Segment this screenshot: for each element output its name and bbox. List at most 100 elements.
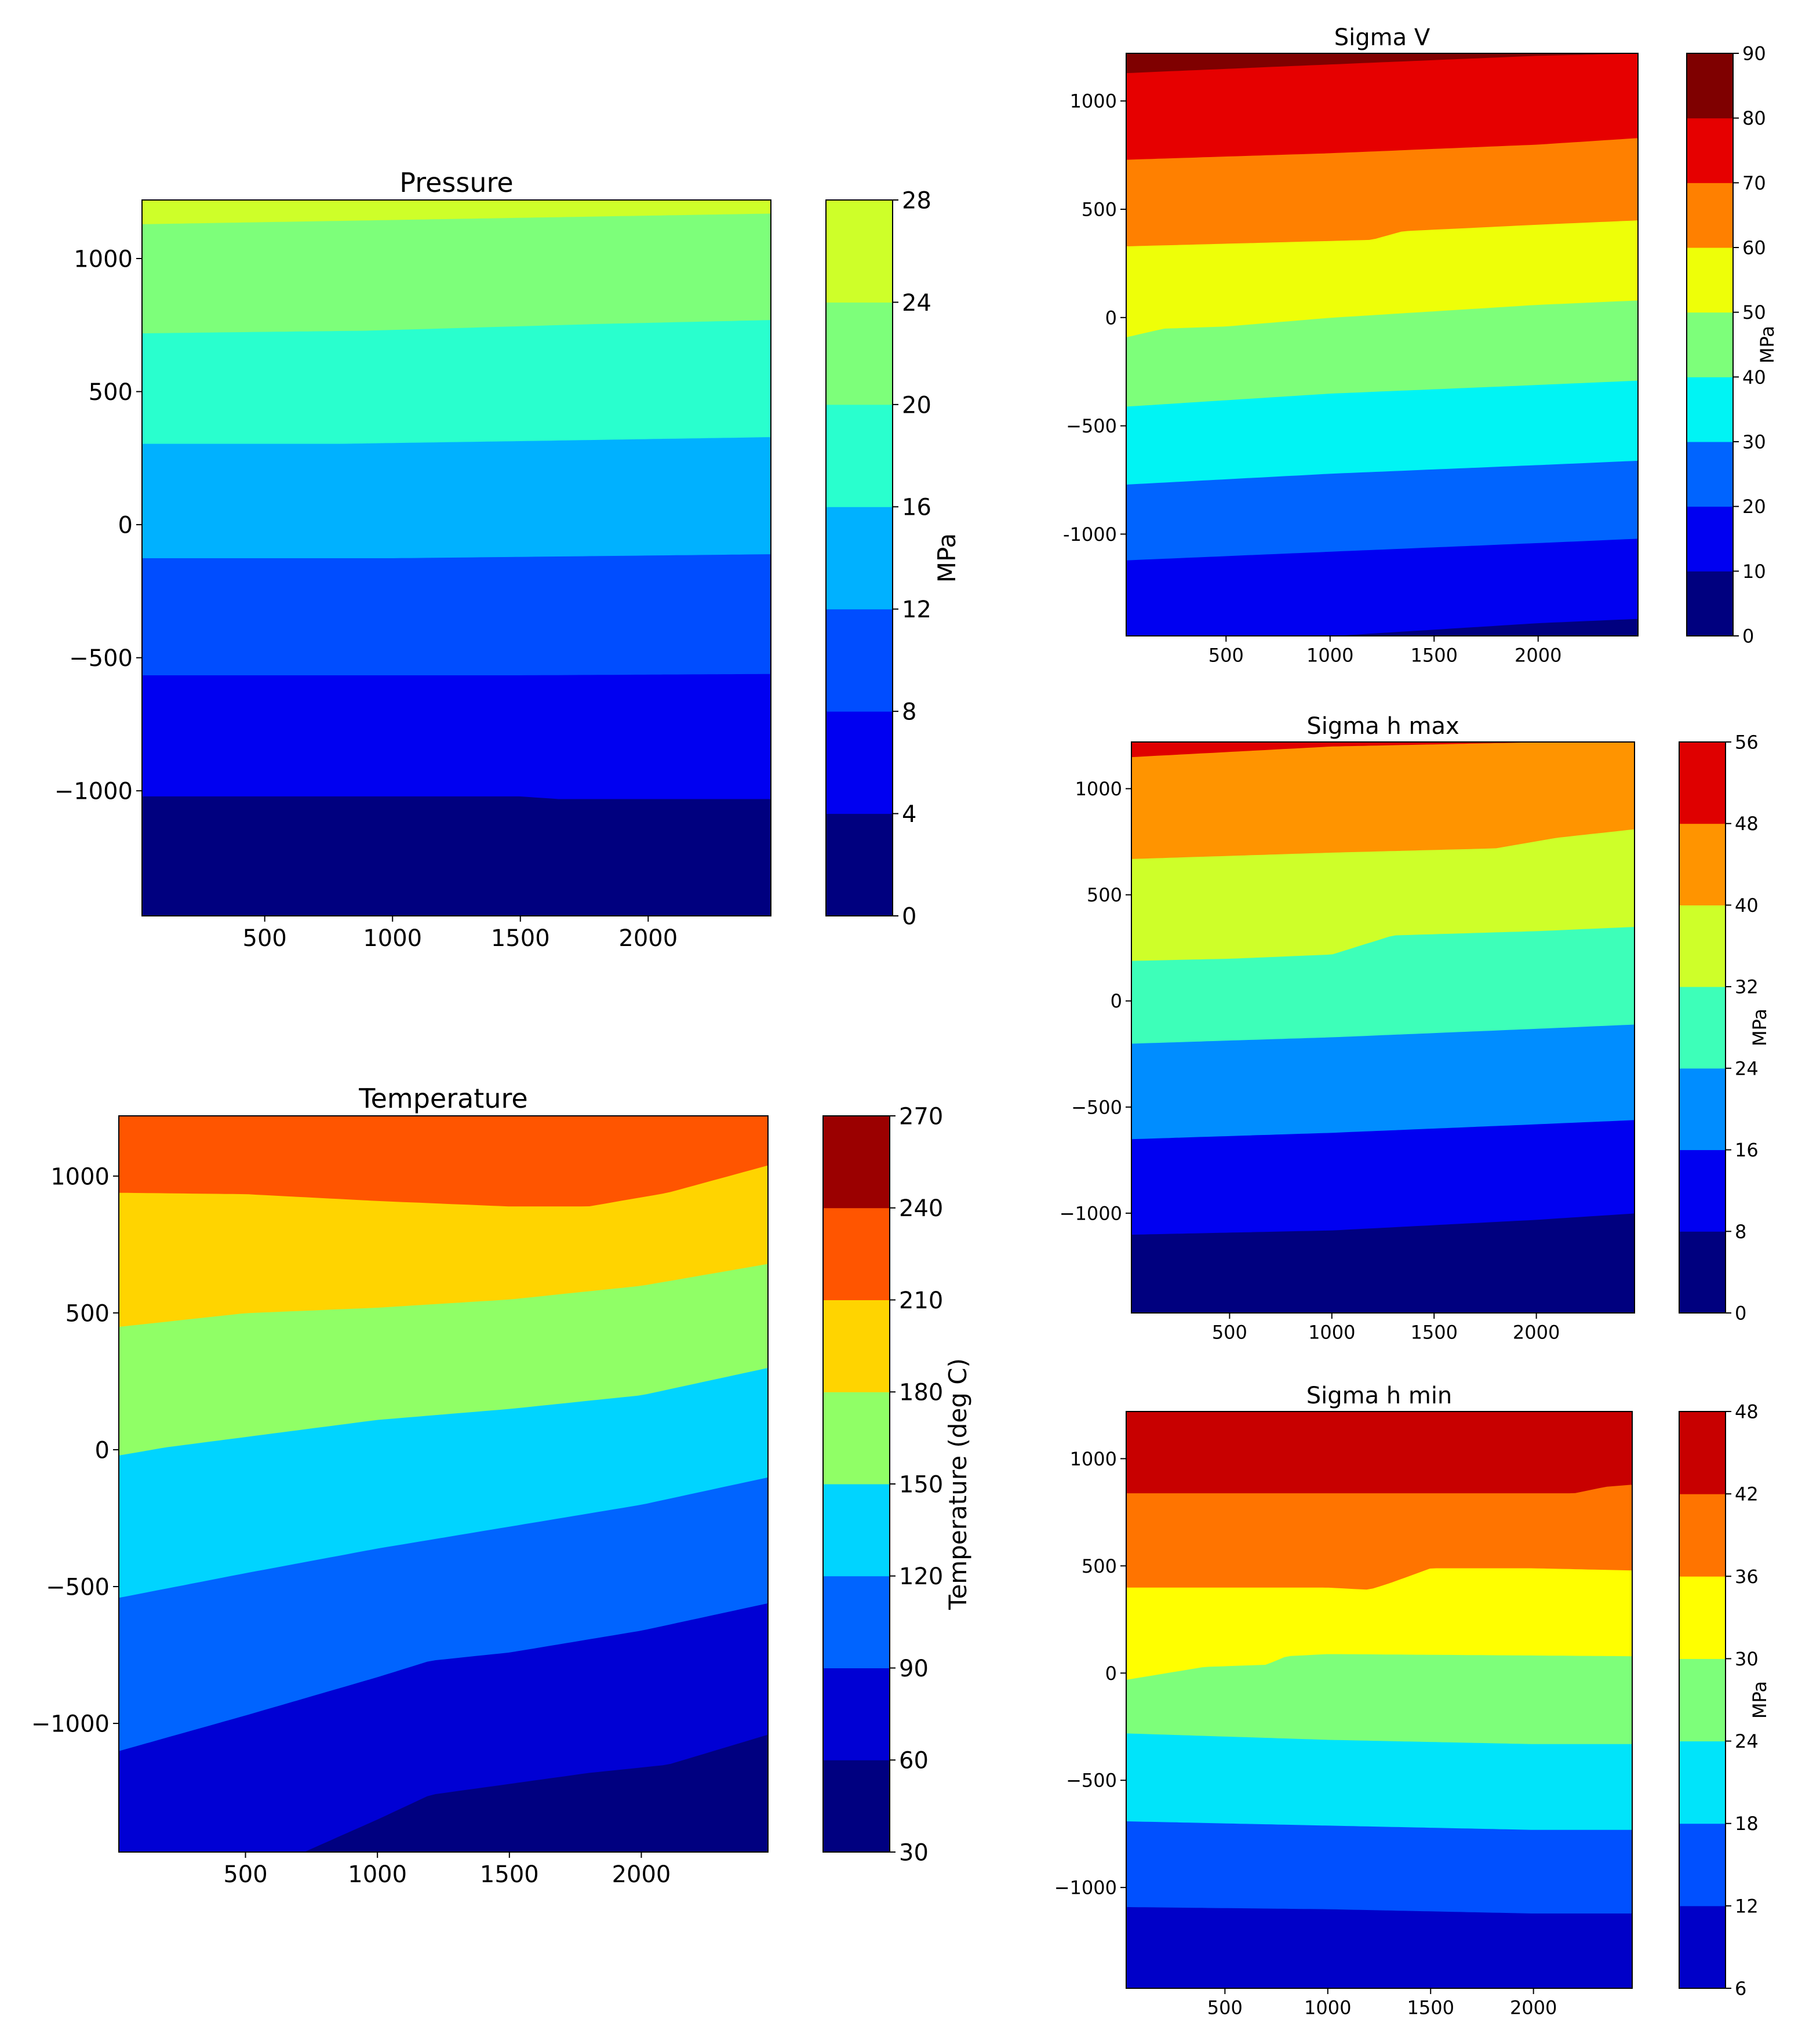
y-tick-label: 500 [1082,199,1117,221]
y-tick-label: −500 [1066,1770,1117,1792]
contour-band [142,795,771,916]
plot-area [1126,53,1638,636]
colorbar-tick-label: 90 [899,1656,929,1682]
colorbar-tick-label: 12 [902,596,931,623]
colorbar-tick-label: 24 [1735,1730,1759,1752]
plot-frame [141,199,771,916]
colorbar-frame [825,199,893,916]
colorbar-tick-label: 40 [1742,366,1766,388]
colorbar-label: MPa [933,533,961,583]
x-tick-label: 500 [243,925,287,952]
y-tick-label: 500 [1087,884,1122,906]
x-tick-label: 2000 [1510,1996,1557,2018]
x-tick-label: 1000 [1308,1321,1355,1343]
y-tick-label: 500 [89,379,133,406]
chart-title: Sigma h max [1306,713,1459,740]
colorbar-tick-label: 20 [1742,496,1766,518]
colorbar-swatch [1679,1576,1726,1659]
y-tick-label: −1000 [1060,1202,1122,1224]
chart-title: Temperature [358,1083,527,1114]
sigma-h-min-chart: Sigma h min 500 1000 1500 2000 −1000 −500 0 500 1… [1054,1383,1771,2018]
colorbar-tick-label: 0 [902,903,916,930]
colorbar-swatch [1687,248,1733,313]
colorbar-swatch [826,302,893,405]
colorbar-tick-label: 16 [1735,1139,1759,1161]
plot-area [1131,742,1635,1313]
colorbar-swatch [1687,571,1733,636]
colorbar-frame [1679,741,1726,1314]
colorbar-swatch [823,1392,890,1485]
colorbar-tick-label: 90 [1742,43,1766,65]
colorbar-tick-label: 18 [1735,1813,1759,1835]
colorbar-swatch [823,1207,890,1300]
y-tick-label: -1000 [1063,523,1117,545]
colorbar-tick-label: 48 [1735,1401,1759,1423]
colorbar-label: MPa [1749,1009,1771,1046]
colorbar-swatch [823,1484,890,1577]
colorbar-swatch [1687,442,1733,507]
colorbar-swatch [1687,53,1733,119]
colorbar-swatch [826,507,893,610]
contour-band [1131,1119,1635,1235]
y-tick-label: 1000 [1070,1448,1117,1470]
x-tick-label: 500 [1207,1996,1243,2018]
colorbar-tick-label: 16 [902,494,931,521]
chart-title: Pressure [399,167,513,198]
colorbar-tick-label: 12 [1735,1895,1759,1917]
y-tick-label: 500 [1082,1555,1117,1577]
colorbar-swatch [823,1300,890,1392]
colorbar-swatch [826,404,893,507]
colorbar-tick-label: 50 [1742,301,1766,323]
y-tick-label: −500 [1071,1096,1122,1118]
colorbar-swatch [1679,742,1726,824]
colorbar-tick-label: 36 [1735,1566,1759,1588]
y-tick-label: 0 [118,512,133,539]
contour-band [1126,618,1638,636]
x-tick-label: 1500 [1407,1996,1454,2018]
contour-band [142,213,771,334]
colorbar-tick-label: 0 [1735,1303,1746,1325]
x-tick-label: 2000 [612,1861,671,1888]
x-tick-label: 1500 [480,1861,539,1888]
contour-band [119,1116,768,1207]
temperature-chart: Temperature 500 1000 1500 2000 −1000 −500 0 500 1… [31,1083,972,1888]
x-tick-label: 2000 [1515,644,1561,666]
plot-frame [1126,53,1639,636]
x-tick-label: 500 [223,1861,267,1888]
x-tick-label: 1500 [1410,1321,1457,1343]
colorbar-tick-label: 80 [1742,107,1766,129]
colorbar-swatch [1687,183,1733,248]
y-tick-label: 0 [1111,990,1122,1012]
contour-band [1131,1024,1635,1140]
colorbar-tick-label: 20 [902,392,931,419]
colorbar-swatch [1687,118,1733,183]
colorbar-frame [1679,1411,1726,1989]
y-tick-label: 0 [1105,307,1117,329]
colorbar-swatch [1679,1231,1726,1314]
colorbar-swatch [823,1116,890,1209]
y-tick-label: −1000 [54,778,133,805]
colorbar-swatch [1679,1905,1726,1989]
colorbar-tick-label: 0 [1742,625,1754,647]
x-tick-label: 1000 [1304,1996,1351,2018]
colorbar-swatch [826,711,893,814]
colorbar-swatch [1679,987,1726,1069]
colorbar-swatch [1687,377,1733,442]
colorbar-tick-label: 120 [899,1563,943,1590]
colorbar-tick-label: 150 [899,1471,943,1498]
contour-band [1126,1820,1632,1913]
colorbar-tick-label: 56 [1735,732,1759,754]
colorbar-swatch [826,813,893,916]
contour-band [142,673,771,799]
colorbar-label: MPa [1749,1681,1771,1719]
colorbar-tick-label: 210 [899,1287,943,1314]
colorbar-swatch [823,1668,890,1760]
colorbar-tick-label: 240 [899,1195,943,1222]
plot-frame [1126,1411,1633,1989]
colorbar-tick-label: 6 [1735,1978,1746,2000]
y-tick-label: −500 [46,1574,110,1600]
contour-band [142,319,771,444]
x-tick-label: 1500 [1411,644,1458,666]
colorbar-tick-label: 48 [1735,813,1759,835]
colorbar-tick-label: 28 [902,187,931,214]
